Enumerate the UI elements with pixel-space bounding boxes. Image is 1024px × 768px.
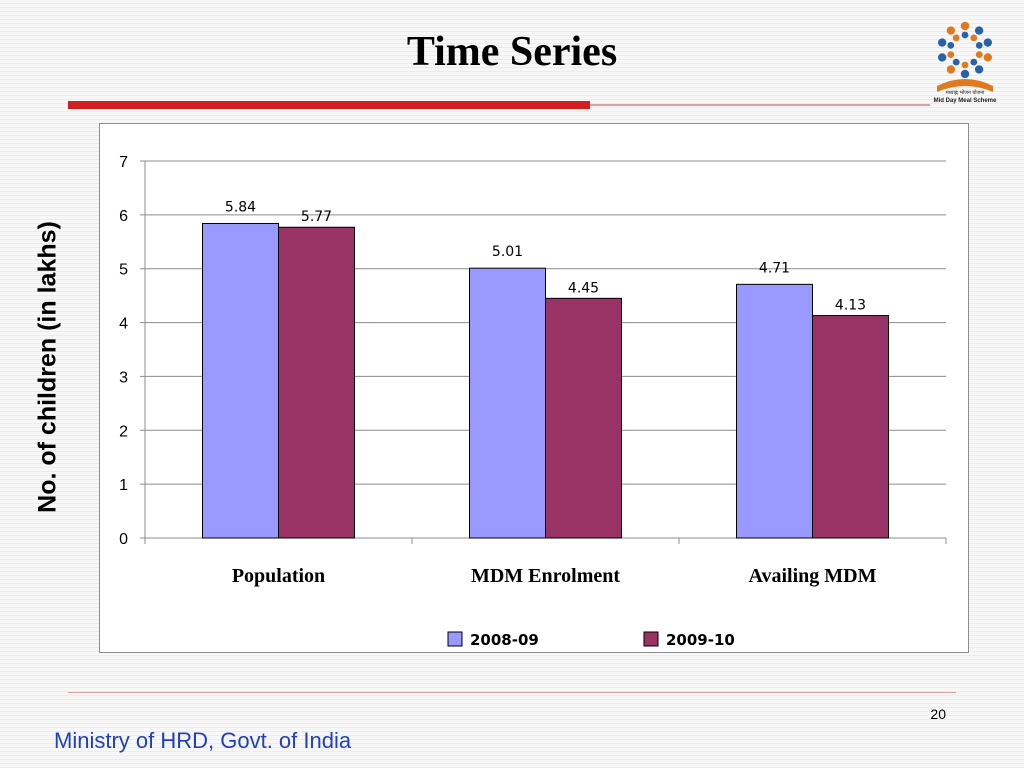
bar-2009-10-population bbox=[278, 226, 355, 539]
data-label: 5.77 bbox=[301, 209, 332, 225]
footer-divider bbox=[68, 692, 956, 693]
data-label: 5.01 bbox=[492, 244, 523, 260]
x-tick-label: MDM Enrolment bbox=[471, 565, 620, 587]
bar-2008-09-population bbox=[202, 222, 279, 539]
bar-2008-09-mdm-enrolment bbox=[469, 267, 546, 539]
x-tick-label: Population bbox=[232, 565, 325, 587]
bar-2009-10-mdm-enrolment bbox=[545, 297, 622, 539]
x-tick-label: Availing MDM bbox=[749, 565, 877, 587]
data-label: 5.84 bbox=[225, 199, 256, 215]
mid-day-meal-logo-icon bbox=[937, 21, 993, 92]
y-tick-label: 7 bbox=[119, 154, 128, 171]
logo-text-hindi: मध्याह्न भोजन योजना bbox=[945, 90, 985, 96]
legend-label: 2009-10 bbox=[666, 631, 735, 649]
data-label: 4.13 bbox=[835, 298, 866, 314]
y-tick-label: 5 bbox=[119, 262, 128, 279]
logo-text-english: Mid Day Meal Scheme bbox=[933, 98, 997, 104]
y-tick-label: 6 bbox=[119, 208, 128, 225]
y-tick-label: 1 bbox=[119, 477, 128, 494]
legend-swatch bbox=[447, 631, 463, 647]
legend-swatch bbox=[643, 631, 659, 647]
y-tick-label: 4 bbox=[119, 316, 128, 333]
bar-2009-10-availing-mdm bbox=[812, 315, 889, 539]
footer-text: Ministry of HRD, Govt. of India bbox=[54, 728, 352, 753]
y-tick-label: 2 bbox=[119, 423, 128, 440]
bar-2008-09-availing-mdm bbox=[736, 283, 813, 539]
y-tick-label: 3 bbox=[119, 369, 128, 386]
legend-label: 2008-09 bbox=[470, 631, 539, 649]
y-axis-label: No. of children (in lakhs) bbox=[33, 221, 62, 513]
title-underline-thin bbox=[590, 104, 930, 106]
data-label: 4.71 bbox=[759, 260, 790, 276]
title-underline bbox=[68, 101, 590, 109]
slide-title: Time Series bbox=[406, 29, 618, 75]
y-tick-label: 0 bbox=[119, 531, 128, 548]
data-label: 4.45 bbox=[568, 280, 599, 296]
page-number: 20 bbox=[930, 706, 946, 722]
